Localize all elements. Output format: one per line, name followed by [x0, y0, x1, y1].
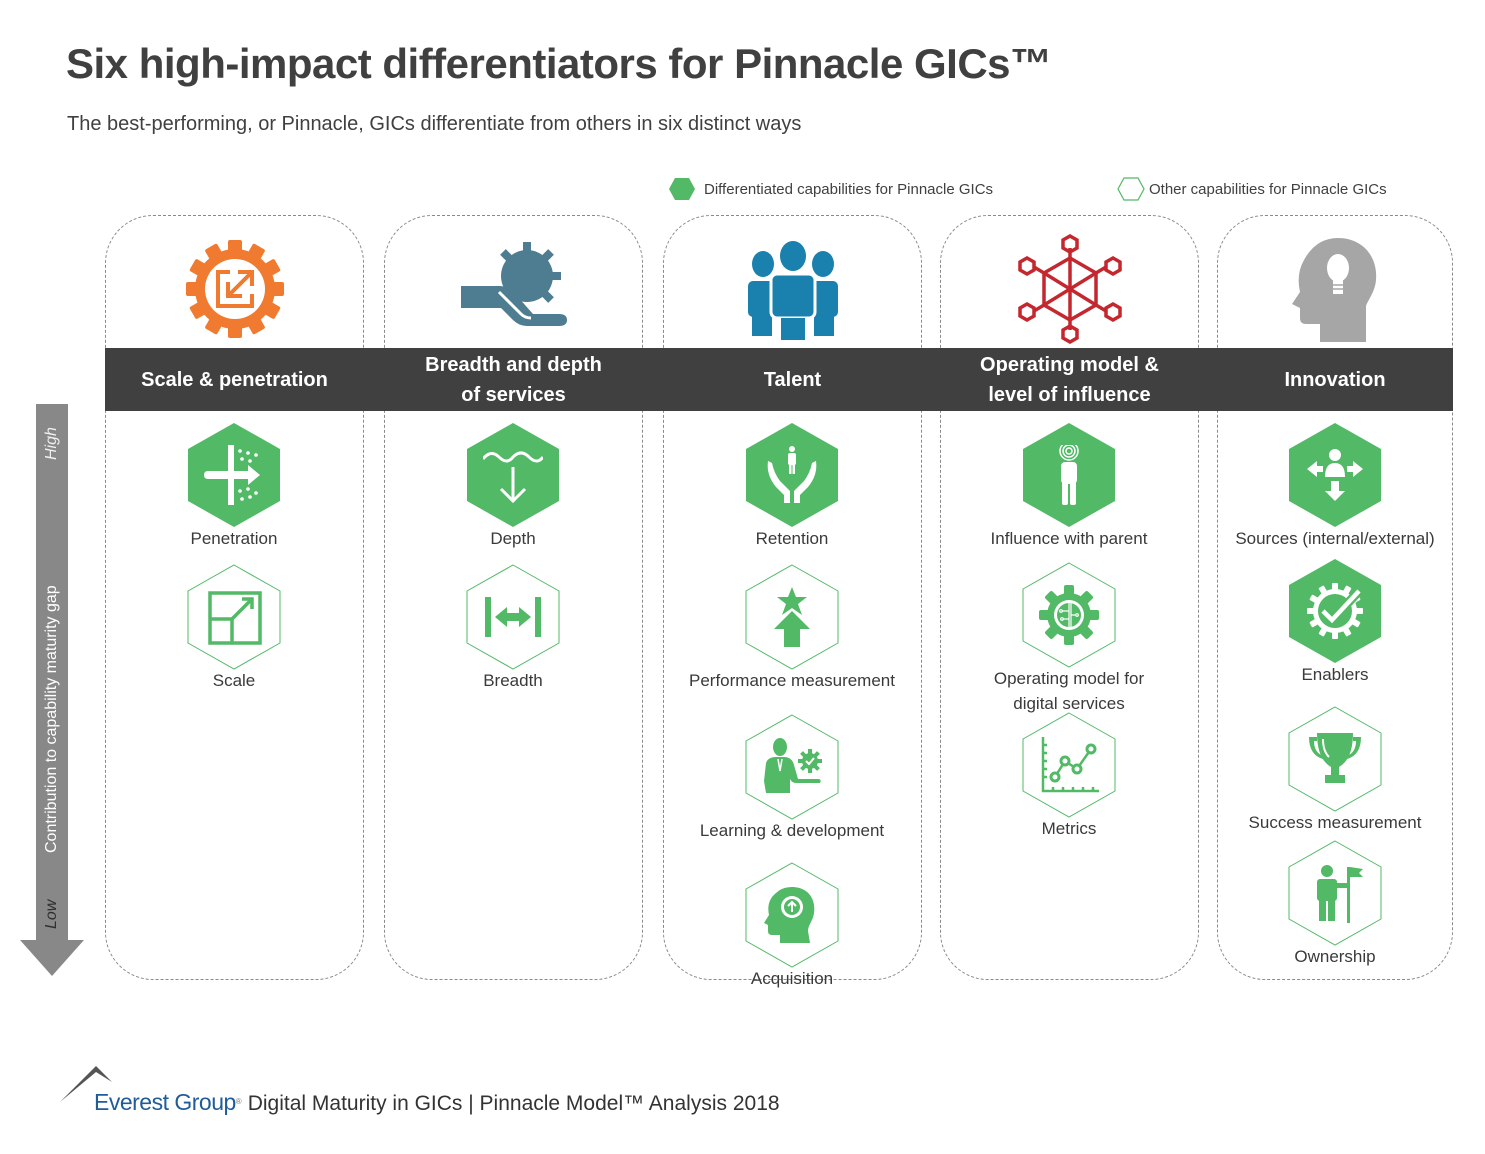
column-scale-penetration — [105, 215, 364, 980]
scale-square-icon — [208, 591, 262, 645]
legend-other: Other capabilities for Pinnacle GICs — [1117, 177, 1387, 201]
person-signal-icon — [1059, 445, 1079, 505]
capability-metrics: Metrics — [949, 712, 1189, 841]
star-arrow-up-icon — [774, 587, 810, 647]
capability-label: Sources (internal/external) — [1235, 529, 1435, 548]
line-chart-icon — [1041, 737, 1099, 793]
capability-enablers: Enablers — [1215, 558, 1455, 687]
filled-hexagon-icon — [669, 178, 695, 200]
capability-label: Retention — [755, 529, 829, 548]
legend-differentiated-label: Differentiated capabilities for Pinnacle… — [704, 180, 994, 198]
capability-penetration: Penetration — [114, 422, 354, 551]
column-innovation — [1217, 215, 1453, 980]
network-hexagon-icon — [1017, 234, 1122, 344]
capability-sources: Sources (internal/external) — [1215, 422, 1455, 551]
legend-differentiated: Differentiated capabilities for Pinnacle… — [668, 177, 993, 201]
category-header-bar — [105, 348, 1453, 411]
filled-hexagon-icon — [746, 423, 838, 527]
capability-label: Breadth — [483, 671, 543, 690]
wave-down-arrow-icon — [483, 451, 543, 504]
person-flag-icon — [1317, 865, 1363, 923]
capability-operating-model-digital: Operating model for digital services — [949, 562, 1189, 716]
column-talent — [663, 215, 922, 980]
header-scale-penetration: Scale & penetration — [141, 368, 328, 391]
head-target-icon — [764, 887, 815, 943]
outline-hexagon-icon — [1117, 177, 1145, 201]
legend-other-label: Other capabilities for Pinnacle GICs — [1149, 180, 1387, 198]
capability-label: Learning & development — [699, 821, 885, 840]
document-title: Digital Maturity in GICs | Pinnacle Mode… — [247, 1092, 780, 1115]
capability-retention: Retention — [672, 422, 912, 551]
column-operating-model — [940, 215, 1199, 980]
capability-label: Penetration — [190, 529, 278, 548]
capability-label: Acquisition — [750, 969, 834, 988]
axis-title: Contribution to capability maturity gap — [43, 585, 60, 853]
maturity-gap-arrow — [20, 404, 84, 976]
capability-influence-with-parent: Influence with parent — [949, 422, 1189, 551]
people-group-icon — [747, 241, 838, 340]
capability-ownership: Ownership — [1215, 840, 1455, 969]
hands-person-icon — [767, 446, 817, 503]
header-operating-model: Operating model & level of influence — [980, 353, 1159, 406]
person-arrows-icon — [1307, 449, 1363, 501]
footer: Everest Group ® Digital Maturity in GICs… — [60, 1064, 780, 1116]
capability-success-measurement: Success measurement — [1215, 706, 1455, 835]
everest-peak-logo-icon — [60, 1066, 112, 1102]
capability-label: Metrics — [1041, 819, 1097, 838]
gear-check-icon — [1307, 583, 1365, 639]
capability-learning-development: Learning & development — [672, 714, 912, 843]
penetration-arrow-icon — [204, 445, 260, 505]
gear-circuit-icon — [1039, 585, 1099, 645]
capability-label: Performance measurement — [689, 671, 895, 690]
brand-name: Everest Group — [94, 1089, 236, 1115]
capability-label: Ownership — [1294, 947, 1376, 966]
header-talent: Talent — [763, 368, 822, 391]
capability-scale: Scale — [114, 564, 354, 693]
page-title: Six high-impact differentiators for Pinn… — [66, 40, 1052, 87]
axis-high-label: High — [43, 427, 60, 460]
capability-label: Enablers — [1301, 665, 1369, 684]
registered-mark: ® — [235, 1097, 242, 1106]
capability-label: Influence with parent — [990, 529, 1148, 548]
capability-acquisition: Acquisition — [672, 862, 912, 991]
capability-label: Depth — [490, 529, 536, 548]
column-breadth-depth — [384, 215, 643, 980]
capability-label: Success measurement — [1248, 813, 1422, 832]
page-subtitle: The best-performing, or Pinnacle, GICs d… — [67, 113, 802, 135]
axis-low-label: Low — [43, 899, 60, 929]
trophy-icon — [1309, 733, 1361, 783]
header-breadth-depth: Breadth and depth of services — [425, 353, 602, 406]
capability-breadth: Breadth — [393, 564, 633, 693]
hand-gear-icon — [460, 242, 567, 326]
capability-label: Operating model for digital services — [993, 669, 1145, 713]
presenter-gear-icon — [764, 738, 822, 793]
horizontal-span-icon — [485, 597, 541, 637]
capability-label: Scale — [212, 671, 256, 690]
gear-expand-icon — [185, 240, 284, 338]
capability-depth: Depth — [393, 422, 633, 551]
header-innovation: Innovation — [1284, 368, 1386, 391]
capability-performance-measurement: Performance measurement — [672, 564, 912, 693]
head-lightbulb-icon — [1292, 238, 1377, 342]
